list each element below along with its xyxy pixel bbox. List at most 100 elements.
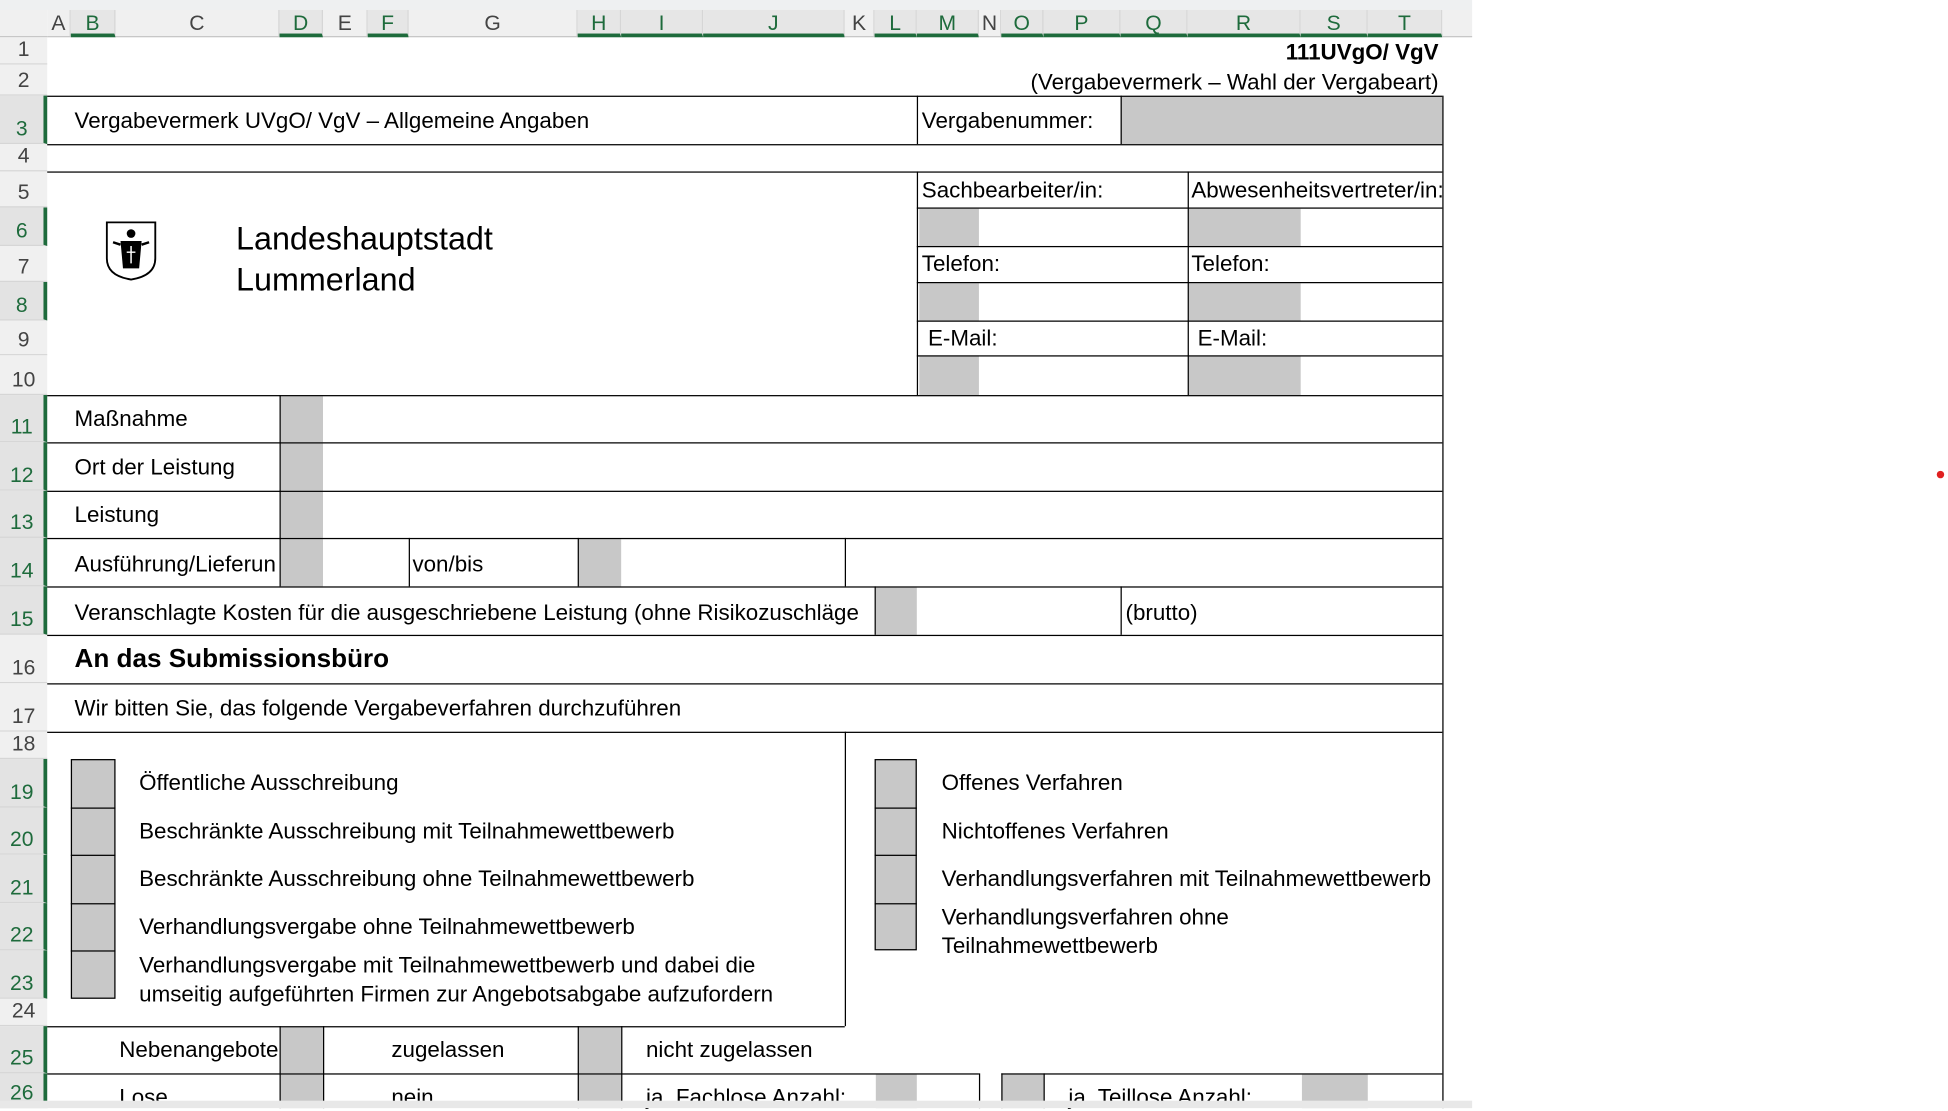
checkbox-cell[interactable] <box>70 854 116 904</box>
input-cell[interactable] <box>875 587 917 635</box>
org-line-1: Landeshauptstadt <box>236 219 493 258</box>
option-verhandlungsverfahren-ohne-2: Teilnahmewettbewerb <box>941 932 1158 958</box>
input-cell[interactable] <box>1120 96 1443 145</box>
checkbox-cell[interactable] <box>874 807 917 856</box>
border <box>47 634 1443 637</box>
row-header-1[interactable]: 1 <box>0 37 48 65</box>
input-cell[interactable] <box>280 396 323 443</box>
row-header-6[interactable]: 6 <box>0 207 48 246</box>
column-header-R[interactable]: R <box>1187 9 1301 38</box>
org-name: Landeshauptstadt Lummerland <box>236 219 493 301</box>
input-cell[interactable] <box>578 1027 622 1074</box>
row-header-8[interactable]: 8 <box>0 282 48 321</box>
border <box>1001 1073 1003 1109</box>
row-header-22[interactable]: 22 <box>0 903 48 951</box>
input-cell[interactable] <box>578 539 622 587</box>
border <box>1442 95 1444 1109</box>
checkbox-cell[interactable] <box>874 759 917 808</box>
checkbox-cell[interactable] <box>874 903 917 951</box>
column-header-D[interactable]: D <box>279 9 323 38</box>
column-header-I[interactable]: I <box>621 9 704 38</box>
email-label-vertreter: E-Mail: <box>1197 325 1268 351</box>
column-header-M[interactable]: M <box>916 9 979 38</box>
border <box>47 171 1443 173</box>
column-header-G[interactable]: G <box>408 9 578 38</box>
sachbearbeiter-label: Sachbearbeiter/in: <box>921 177 1104 203</box>
column-header-N[interactable]: N <box>978 9 1002 38</box>
input-cell[interactable] <box>919 356 979 396</box>
row-header-15[interactable]: 15 <box>0 586 48 635</box>
row-header-13[interactable]: 13 <box>0 490 48 538</box>
row-header-14[interactable]: 14 <box>0 537 48 587</box>
input-cell[interactable] <box>280 491 323 538</box>
border <box>916 207 1443 209</box>
option-oeffentliche: Öffentliche Ausschreibung <box>139 770 399 796</box>
row-header-7[interactable]: 7 <box>0 245 48 283</box>
input-cell[interactable] <box>1188 283 1301 321</box>
org-line-2: Lummerland <box>236 260 416 299</box>
zugelassen-label: zugelassen <box>391 1037 505 1063</box>
row-header-16[interactable]: 16 <box>0 634 48 684</box>
option-beschraenkt-ohne: Beschränkte Ausschreibung ohne Teilnahme… <box>139 865 695 891</box>
column-header-E[interactable]: E <box>322 9 368 38</box>
option-nichtoffenes: Nichtoffenes Verfahren <box>941 818 1169 844</box>
row-header-18[interactable]: 18 <box>0 731 48 760</box>
input-cell[interactable] <box>1188 208 1301 246</box>
coat-of-arms-icon <box>105 221 157 281</box>
checkbox-group-left <box>70 759 116 999</box>
row-header-19[interactable]: 19 <box>0 759 48 808</box>
checkbox-cell[interactable] <box>70 903 116 952</box>
column-header-B[interactable]: B <box>70 9 116 38</box>
column-header-Q[interactable]: Q <box>1120 9 1188 38</box>
kosten-label: Veranschlagte Kosten für die ausgeschrie… <box>74 600 859 625</box>
column-header-C[interactable]: C <box>115 9 280 38</box>
input-cell[interactable] <box>919 283 979 321</box>
divider <box>874 807 917 809</box>
column-header-K[interactable]: K <box>844 9 875 38</box>
telefon-label-vertreter: Telefon: <box>1191 250 1270 276</box>
row-header-17[interactable]: 17 <box>0 683 48 732</box>
border <box>577 1026 579 1109</box>
input-cell[interactable] <box>1188 356 1301 396</box>
row-header-5[interactable]: 5 <box>0 171 48 208</box>
border <box>1120 586 1122 635</box>
checkbox-cell[interactable] <box>874 854 917 904</box>
column-header-O[interactable]: O <box>1001 9 1044 38</box>
row-header-20[interactable]: 20 <box>0 807 48 855</box>
row-header-21[interactable]: 21 <box>0 854 48 904</box>
checkbox-cell[interactable] <box>70 807 116 856</box>
input-cell[interactable] <box>919 208 979 246</box>
column-header-A[interactable]: A <box>47 9 71 38</box>
row-header-9[interactable]: 9 <box>0 320 48 356</box>
brutto-label: (brutto) <box>1125 600 1198 625</box>
checkbox-cell[interactable] <box>70 950 116 999</box>
option-beschraenkt-mit: Beschränkte Ausschreibung mit Teilnahmew… <box>139 818 675 844</box>
input-cell[interactable] <box>280 1027 323 1074</box>
select-all-corner[interactable] <box>0 9 48 38</box>
row-header-24[interactable]: 24 <box>0 998 48 1027</box>
row-header-23[interactable]: 23 <box>0 950 48 999</box>
row-header-3[interactable]: 3 <box>0 95 48 145</box>
column-header-L[interactable]: L <box>874 9 917 38</box>
row-header-25[interactable]: 25 <box>0 1026 48 1074</box>
input-cell[interactable] <box>280 443 323 491</box>
row-header-10[interactable]: 10 <box>0 355 48 396</box>
column-header-F[interactable]: F <box>367 9 409 38</box>
row-header-12[interactable]: 12 <box>0 442 48 491</box>
row-header-4[interactable]: 4 <box>0 144 48 172</box>
column-header-S[interactable]: S <box>1300 9 1368 38</box>
column-header-P[interactable]: P <box>1043 9 1121 38</box>
row-header-2[interactable]: 2 <box>0 64 48 96</box>
column-header-J[interactable]: J <box>703 9 845 38</box>
border <box>279 395 281 587</box>
row-header-11[interactable]: 11 <box>0 395 48 443</box>
input-cell[interactable] <box>280 539 323 587</box>
border <box>874 586 876 635</box>
column-header-H[interactable]: H <box>577 9 622 38</box>
horizontal-scrollbar[interactable] <box>0 1100 1473 1109</box>
checkbox-cell[interactable] <box>70 759 116 808</box>
column-header-T[interactable]: T <box>1367 9 1443 38</box>
divider <box>874 903 917 905</box>
border <box>322 1026 325 1109</box>
border <box>577 537 579 587</box>
